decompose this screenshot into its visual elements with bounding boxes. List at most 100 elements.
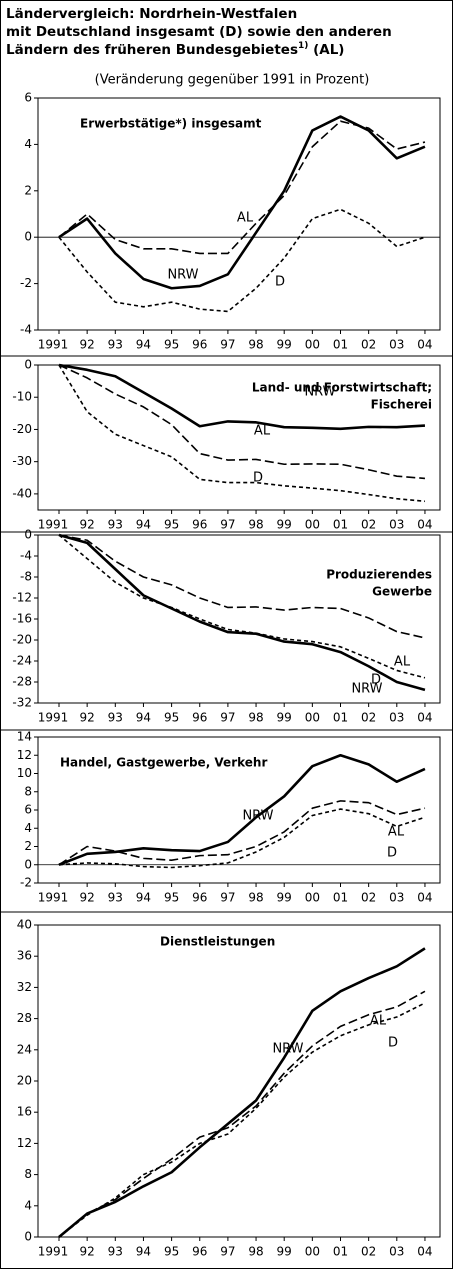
x-tick-label: 1991 bbox=[38, 518, 69, 532]
series-line bbox=[58, 753, 426, 866]
x-tick-label: 01 bbox=[333, 1245, 348, 1259]
plot-area bbox=[37, 97, 441, 331]
x-tick-label: 97 bbox=[220, 891, 235, 905]
x-tick-label: 92 bbox=[80, 518, 95, 532]
x-tick-label: 99 bbox=[277, 338, 292, 352]
x-tick-label: 03 bbox=[389, 1245, 404, 1259]
series-line bbox=[58, 120, 426, 255]
x-tick-label: 94 bbox=[136, 518, 151, 532]
x-tick-label: 03 bbox=[389, 711, 404, 725]
series-label: NRW bbox=[351, 682, 382, 697]
x-tick-label: 96 bbox=[192, 338, 207, 352]
x-tick-label: 00 bbox=[305, 1245, 320, 1259]
x-tick-label: 97 bbox=[220, 518, 235, 532]
y-tick-label: -20 bbox=[12, 633, 32, 647]
x-tick-label: 02 bbox=[361, 891, 376, 905]
x-tick-label: 93 bbox=[108, 711, 123, 725]
y-tick-label: 16 bbox=[17, 1105, 32, 1119]
y-tick-label: -10 bbox=[12, 390, 32, 404]
y-tick-label: 12 bbox=[17, 748, 32, 762]
plot-area bbox=[37, 364, 441, 511]
y-tick-label: 40 bbox=[17, 918, 32, 932]
x-tick-label: 97 bbox=[220, 1245, 235, 1259]
series-label: D bbox=[371, 673, 381, 688]
y-tick-label: 0 bbox=[24, 857, 32, 871]
series-line bbox=[58, 363, 426, 431]
x-tick-label: 1991 bbox=[38, 891, 69, 905]
series-label: D bbox=[275, 275, 285, 290]
x-tick-label: 01 bbox=[333, 518, 348, 532]
x-tick-label: 01 bbox=[333, 891, 348, 905]
x-tick-label: 99 bbox=[277, 711, 292, 725]
series-label: D bbox=[253, 471, 263, 486]
series-label: AL bbox=[237, 211, 254, 226]
x-tick-label: 95 bbox=[164, 891, 179, 905]
y-tick-label: 36 bbox=[17, 949, 32, 963]
x-tick-label: 94 bbox=[136, 891, 151, 905]
x-tick-label: 03 bbox=[389, 891, 404, 905]
y-tick-label: 4 bbox=[24, 137, 32, 151]
panel-title: Fischerei bbox=[371, 398, 432, 412]
x-tick-label: 00 bbox=[305, 518, 320, 532]
x-tick-label: 93 bbox=[108, 1245, 123, 1259]
x-tick-label: 98 bbox=[248, 711, 263, 725]
y-tick-label: -2 bbox=[20, 876, 32, 890]
series-line bbox=[58, 534, 426, 679]
x-tick-label: 92 bbox=[80, 711, 95, 725]
title-part: (AL) bbox=[308, 42, 344, 58]
x-tick-label: 01 bbox=[333, 338, 348, 352]
x-tick-label: 97 bbox=[220, 338, 235, 352]
series-label: NRW bbox=[167, 268, 198, 283]
y-tick-label: -2 bbox=[20, 276, 32, 290]
x-tick-label: 02 bbox=[361, 711, 376, 725]
x-tick-label: 00 bbox=[305, 891, 320, 905]
y-tick-label: 32 bbox=[17, 980, 32, 994]
y-tick-label: 0 bbox=[24, 358, 32, 372]
series-label: AL bbox=[388, 825, 405, 840]
x-tick-label: 04 bbox=[417, 1245, 432, 1259]
x-tick-label: 01 bbox=[333, 711, 348, 725]
x-tick-label: 04 bbox=[417, 891, 432, 905]
x-tick-label: 99 bbox=[277, 1245, 292, 1259]
series-line bbox=[58, 947, 426, 1238]
x-tick-label: 03 bbox=[389, 518, 404, 532]
x-tick-label: 04 bbox=[417, 338, 432, 352]
x-tick-label: 96 bbox=[192, 891, 207, 905]
x-tick-label: 95 bbox=[164, 1245, 179, 1259]
series-label: D bbox=[388, 1036, 398, 1051]
series-line bbox=[58, 115, 426, 290]
series-line bbox=[58, 364, 426, 503]
x-tick-label: 00 bbox=[305, 338, 320, 352]
y-tick-label: 2 bbox=[24, 183, 32, 197]
series-line bbox=[58, 534, 426, 639]
y-tick-label: -40 bbox=[12, 486, 32, 500]
series-label: NRW bbox=[272, 1042, 303, 1057]
title-line: Ländern des früheren Bundesgebietes1) (A… bbox=[6, 41, 344, 59]
series-line bbox=[58, 990, 426, 1238]
x-tick-label: 98 bbox=[248, 1245, 263, 1259]
y-tick-label: 0 bbox=[24, 230, 32, 244]
y-tick-label: 6 bbox=[24, 91, 32, 105]
x-tick-label: 92 bbox=[80, 1245, 95, 1259]
panel-title: Erwerbstätige*) insgesamt bbox=[80, 117, 262, 131]
series-line bbox=[58, 808, 426, 869]
series-label: D bbox=[387, 846, 397, 861]
x-tick-label: 93 bbox=[108, 518, 123, 532]
x-tick-label: 1991 bbox=[38, 1245, 69, 1259]
x-tick-label: 96 bbox=[192, 1245, 207, 1259]
x-tick-label: 95 bbox=[164, 338, 179, 352]
y-tick-label: -24 bbox=[12, 654, 32, 668]
x-tick-label: 02 bbox=[361, 1245, 376, 1259]
x-tick-label: 04 bbox=[417, 518, 432, 532]
x-tick-label: 04 bbox=[417, 711, 432, 725]
y-tick-label: -32 bbox=[12, 696, 32, 710]
y-tick-label: 0 bbox=[24, 528, 32, 542]
y-tick-label: 8 bbox=[24, 784, 32, 798]
x-tick-label: 95 bbox=[164, 518, 179, 532]
y-tick-label: -4 bbox=[20, 323, 32, 337]
x-tick-label: 94 bbox=[136, 338, 151, 352]
x-tick-label: 92 bbox=[80, 338, 95, 352]
panel-title: Produzierendes bbox=[326, 568, 432, 582]
